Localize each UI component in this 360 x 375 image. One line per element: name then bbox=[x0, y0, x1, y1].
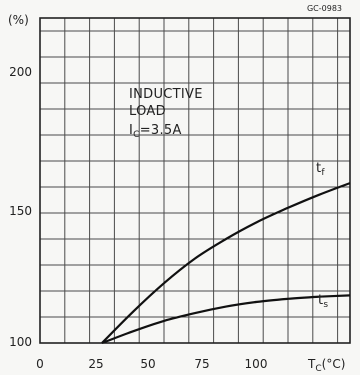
y-tick-label: 100 bbox=[9, 335, 32, 349]
series-line-ts bbox=[101, 294, 351, 345]
series-label-ts-sub: s bbox=[323, 300, 328, 310]
figure-code: GC-0983 bbox=[307, 4, 342, 13]
series-label-tf: tf bbox=[316, 161, 325, 178]
annotation-i-sub: C bbox=[133, 130, 140, 140]
annotation-line-3: IC=3.5A bbox=[129, 123, 182, 140]
x-tick-label: 100 bbox=[245, 357, 268, 371]
series-label-tf-sub: f bbox=[321, 168, 325, 178]
series-line-tf bbox=[101, 182, 351, 344]
x-tick-label: 75 bbox=[194, 357, 209, 371]
y-tick-label: 200 bbox=[9, 65, 32, 79]
grid bbox=[40, 18, 350, 343]
series-label-ts-base: t bbox=[318, 293, 323, 308]
plot-frame bbox=[39, 17, 351, 344]
annotation-current: =3.5A bbox=[140, 123, 182, 138]
x-axis-label: TC(°C) bbox=[307, 357, 345, 374]
annotation-i: I bbox=[129, 123, 133, 138]
x-axis-label-unit: (°C) bbox=[322, 357, 346, 371]
x-axis-label-base: T bbox=[307, 357, 316, 371]
x-tick-label: 25 bbox=[88, 357, 103, 371]
y-axis-label: (%) bbox=[8, 13, 29, 27]
x-tick-label: 0 bbox=[36, 357, 44, 371]
annotation: INDUCTIVE LOAD IC=3.5A bbox=[129, 87, 203, 140]
x-axis-label-sub: C bbox=[315, 364, 321, 374]
series-label-ts: ts bbox=[318, 293, 328, 310]
y-tick-label: 150 bbox=[9, 204, 32, 218]
x-tick-label: 50 bbox=[140, 357, 155, 371]
annotation-line-1: INDUCTIVE bbox=[129, 87, 203, 102]
curves bbox=[101, 182, 351, 345]
series-label-tf-base: t bbox=[316, 161, 321, 176]
annotation-line-2: LOAD bbox=[129, 104, 166, 119]
